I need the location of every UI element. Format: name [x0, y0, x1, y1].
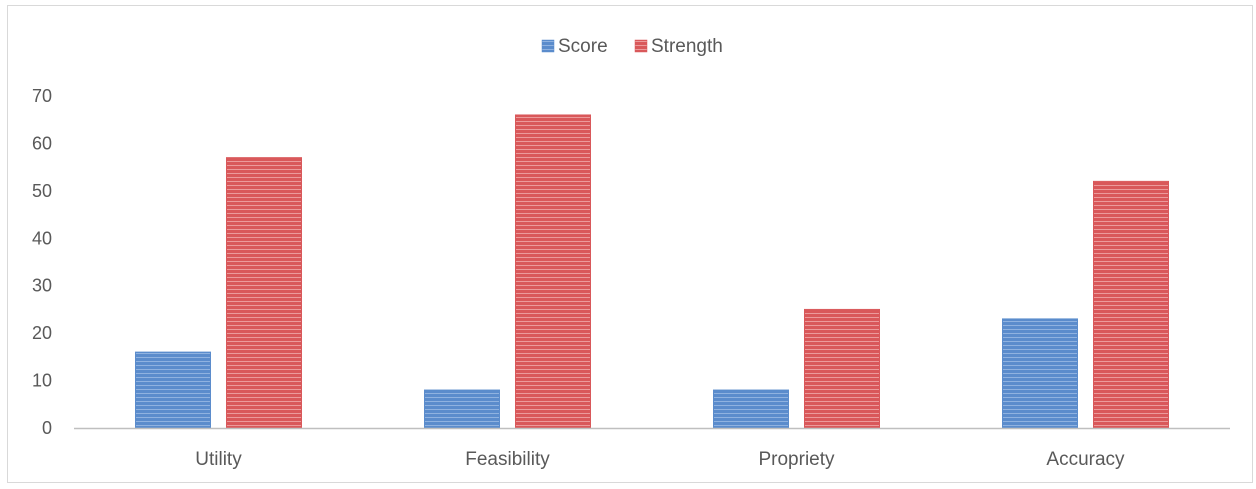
y-tick-label: 0	[42, 418, 52, 438]
x-tick-label-utility: Utility	[195, 449, 242, 470]
bar-score-propriety	[713, 389, 789, 429]
bar-strength-utility	[226, 157, 302, 429]
bar-strength-propriety	[804, 308, 880, 429]
x-tick-label-propriety: Propriety	[758, 449, 835, 470]
legend-item-strength: Strength	[634, 36, 723, 57]
bar-score-feasibility	[424, 389, 500, 429]
y-tick-label: 40	[32, 228, 52, 248]
y-tick-label: 50	[32, 181, 52, 201]
y-tick-label: 20	[32, 323, 52, 343]
legend-label-score: Score	[558, 36, 608, 57]
legend-item-score: Score	[541, 36, 608, 57]
bar-strength-feasibility	[515, 114, 591, 429]
y-tick-label: 70	[32, 86, 52, 106]
y-tick-label: 30	[32, 276, 52, 296]
legend-swatch-strength	[634, 39, 648, 53]
chart-frame: Score Strength 0 10 20 30 40 50 60 70 Utility Fea…	[7, 5, 1253, 483]
bars	[135, 114, 1169, 429]
legend: Score Strength	[541, 36, 723, 57]
bar-chart: Score Strength 0 10 20 30 40 50 60 70 Utility Fea…	[32, 36, 1230, 470]
y-tick-label: 10	[32, 371, 52, 391]
x-axis: Utility Feasibility Propriety Accuracy	[74, 427, 1230, 470]
x-tick-label-feasibility: Feasibility	[465, 449, 550, 470]
bar-score-accuracy	[1002, 318, 1078, 429]
y-axis: 0 10 20 30 40 50 60 70	[32, 86, 52, 438]
legend-label-strength: Strength	[651, 36, 723, 57]
x-tick-label-accuracy: Accuracy	[1046, 449, 1125, 470]
bar-score-utility	[135, 351, 211, 429]
bar-strength-accuracy	[1093, 180, 1169, 429]
y-tick-label: 60	[32, 133, 52, 153]
legend-swatch-score	[541, 39, 555, 53]
